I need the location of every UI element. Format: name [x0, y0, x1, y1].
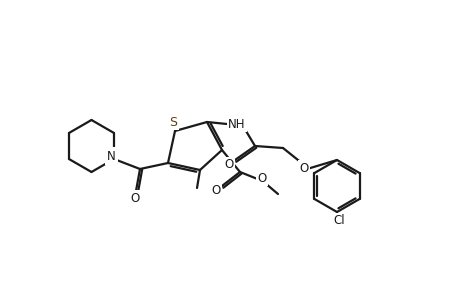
Text: S: S [169, 115, 177, 128]
Text: N: N [106, 151, 115, 164]
Text: N: N [108, 149, 117, 162]
Text: NH: NH [228, 117, 246, 130]
Text: O: O [212, 185, 221, 198]
Text: Cl: Cl [333, 215, 345, 228]
Text: O: O [224, 158, 234, 171]
Text: O: O [130, 192, 140, 205]
Text: O: O [299, 162, 308, 175]
Text: O: O [257, 171, 266, 185]
